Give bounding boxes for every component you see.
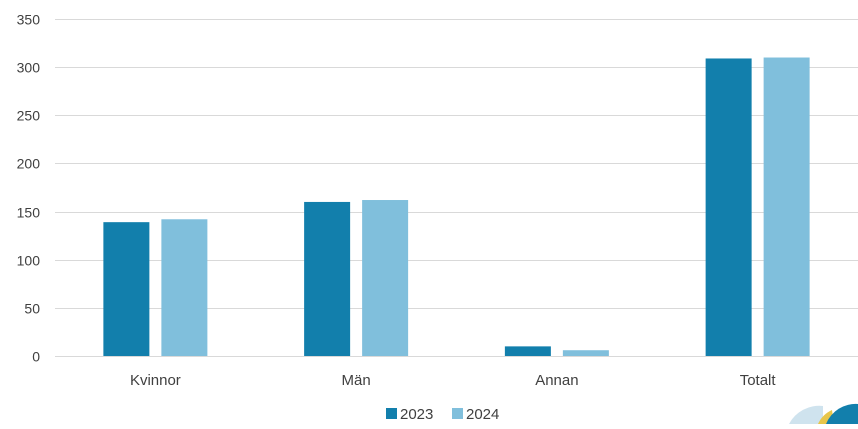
x-category-label: Kvinnor <box>130 372 181 389</box>
y-axis-ticks: 0 50 100 150 200 250 300 350 <box>17 12 41 365</box>
bar-totalt-2023 <box>705 58 752 356</box>
y-tick-label: 350 <box>17 12 41 28</box>
y-tick-label: 250 <box>17 108 41 124</box>
bar-annan-2024 <box>562 350 609 356</box>
bar-totalt-2024 <box>763 57 810 357</box>
y-tick-label: 100 <box>17 253 41 269</box>
bar-kvinnor-2023 <box>103 222 150 356</box>
x-category-label: Totalt <box>740 372 777 389</box>
bar-män-2023 <box>304 201 351 356</box>
legend: 2023 2024 <box>386 406 499 423</box>
y-tick-label: 0 <box>32 349 40 365</box>
x-category-label: Annan <box>535 372 578 389</box>
y-tick-label: 50 <box>24 301 40 317</box>
y-tick-label: 300 <box>17 60 41 76</box>
x-category-label: Män <box>342 372 371 389</box>
y-tick-label: 200 <box>17 156 41 172</box>
bar-annan-2023 <box>504 346 551 356</box>
legend-swatch-2024 <box>452 408 463 419</box>
x-axis-categories: Kvinnor Män Annan Totalt <box>130 372 776 389</box>
legend-swatch-2023 <box>386 408 397 419</box>
logo-icon <box>789 403 858 424</box>
bar-kvinnor-2024 <box>161 219 208 356</box>
legend-label: 2023 <box>400 406 433 423</box>
legend-label: 2024 <box>466 406 499 423</box>
y-tick-label: 150 <box>17 205 41 221</box>
bar-män-2024 <box>362 200 409 356</box>
bars-layer <box>103 57 810 357</box>
